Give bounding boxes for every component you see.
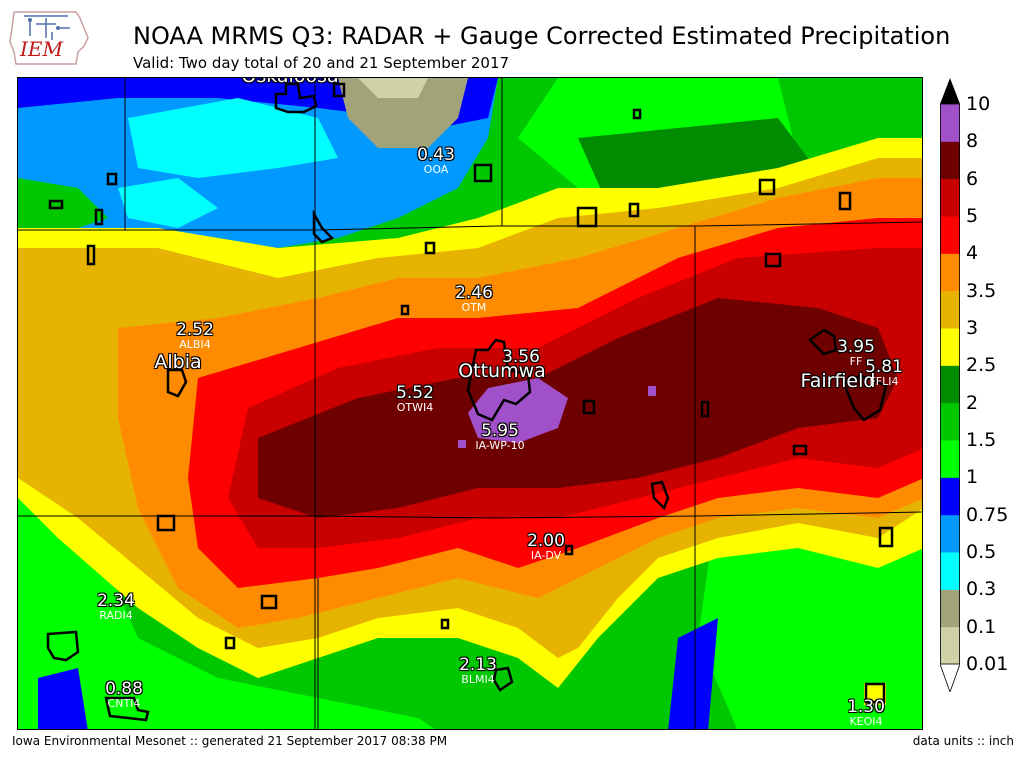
colorbar-segment xyxy=(940,178,960,217)
station-id: FFLI4 xyxy=(869,375,899,388)
station-label: 2.13 BLMI4 xyxy=(459,656,497,686)
county-boundaries xyxy=(18,78,922,729)
city-label-ottumwa: Ottumwa xyxy=(458,360,546,382)
footer-credit: Iowa Environmental Mesonet :: generated … xyxy=(12,734,448,748)
colorbar-tick-label: 8 xyxy=(966,130,979,153)
colorbar-tick-label: 0.5 xyxy=(966,541,997,563)
colorbar xyxy=(940,78,960,692)
station-id: ALBI4 xyxy=(179,338,211,351)
colorbar-tick-label: 1 xyxy=(966,466,979,489)
station-value: 0.43 xyxy=(417,145,455,165)
colorbar-tick-label: 6 xyxy=(966,167,979,190)
colorbar-tick-label: 5 xyxy=(966,205,979,227)
station-id: CNTI4 xyxy=(107,697,141,710)
station-label: 3.56 xyxy=(502,348,540,366)
station-label: 3.95 FF xyxy=(837,338,875,368)
colorbar-tick-label: 10 xyxy=(966,93,991,115)
station-id: BLMI4 xyxy=(461,673,495,686)
colorbar-tick-label: 3 xyxy=(966,317,979,339)
colorbar-segment xyxy=(940,104,960,142)
colorbar-segment xyxy=(940,589,960,628)
colorbar-tick-label: 4 xyxy=(966,242,979,265)
station-id: OOA xyxy=(423,163,449,176)
station-id: IA-WP-10 xyxy=(475,439,525,452)
colorbar-segment xyxy=(940,477,960,516)
station-label: 5.52 OTWI4 xyxy=(396,384,434,414)
city-outlines xyxy=(46,82,894,722)
city-label-fairfield: Fairfield xyxy=(800,370,876,392)
station-value: 2.34 xyxy=(97,591,135,611)
station-id: OTWI4 xyxy=(396,401,434,414)
colorbar-segment xyxy=(940,141,960,180)
iem-logo: IEM xyxy=(9,11,89,65)
colorbar-tick-label: 1.5 xyxy=(966,429,997,451)
station-id: FF xyxy=(849,355,863,368)
station-value: 2.52 xyxy=(176,320,214,340)
colorbar-tick-label: 0.75 xyxy=(966,503,1009,526)
station-value: 3.56 xyxy=(502,347,540,367)
page-subtitle: Valid: Two day total of 20 and 21 Septem… xyxy=(133,54,510,72)
colorbar-segment xyxy=(940,290,960,329)
colorbar-tick-label: 0.01 xyxy=(966,653,1009,675)
colorbar-extension-max xyxy=(940,78,960,104)
precip-field xyxy=(18,78,922,729)
station-label: 0.88 CNTI4 xyxy=(105,680,143,710)
station-label: 0.43 OOA xyxy=(417,146,455,176)
city-label-oskaloosa: Oskaloosa xyxy=(241,78,338,87)
station-value: 3.95 xyxy=(837,337,875,357)
colorbar-extension-min xyxy=(940,663,960,692)
colorbar-segment xyxy=(940,365,960,404)
colorbar-tick-label: 2 xyxy=(966,391,979,414)
station-value: 2.46 xyxy=(455,283,493,303)
colorbar-tick-label: 2.5 xyxy=(966,354,997,377)
station-label: 5.95 IA-WP-10 xyxy=(475,422,524,452)
colorbar-segment xyxy=(940,552,960,590)
colorbar-segment xyxy=(940,328,960,366)
station-label: 2.52 ALBI4 xyxy=(176,321,214,351)
logo-text: IEM xyxy=(19,37,64,61)
station-value: 5.81 xyxy=(865,357,903,377)
city-label-albia: Albia xyxy=(154,351,202,373)
colorbar-segment xyxy=(940,514,960,553)
colorbar-tick-label: 0.3 xyxy=(966,578,997,601)
station-value: 2.00 xyxy=(527,531,565,551)
station-label: 2.34 RADI4 xyxy=(97,592,135,622)
colorbar-tick-label: 0.1 xyxy=(966,615,997,638)
colorbar-segment xyxy=(940,402,960,441)
colorbar-segment xyxy=(940,253,960,292)
colorbar-tick-label: 3.5 xyxy=(966,279,997,302)
colorbar-segment xyxy=(940,216,960,254)
station-value: 1.30 xyxy=(847,697,885,717)
station-value: 0.88 xyxy=(105,679,143,699)
station-label: 5.81 FFLI4 xyxy=(865,358,903,388)
station-label: 2.00 IA-DV xyxy=(527,532,565,562)
station-id: KEOI4 xyxy=(849,715,883,728)
station-value: 2.13 xyxy=(459,655,497,675)
page-title: NOAA MRMS Q3: RADAR + Gauge Corrected Es… xyxy=(133,22,951,50)
footer-units: data units :: inch xyxy=(912,734,1014,748)
colorbar-segment xyxy=(940,440,960,478)
station-id: RADI4 xyxy=(99,609,133,622)
precipitation-map: Oskaloosa Albia Ottumwa Fairfield 0.43 O… xyxy=(17,77,923,730)
station-label: 1.30 KEOI4 xyxy=(847,698,885,728)
colorbar-segment xyxy=(940,626,960,665)
station-id: IA-DV xyxy=(530,549,562,562)
station-value: 5.95 xyxy=(481,421,519,441)
station-label: 2.46 OTM xyxy=(455,284,493,314)
station-id: OTM xyxy=(461,301,487,314)
station-value: 5.52 xyxy=(396,383,434,403)
